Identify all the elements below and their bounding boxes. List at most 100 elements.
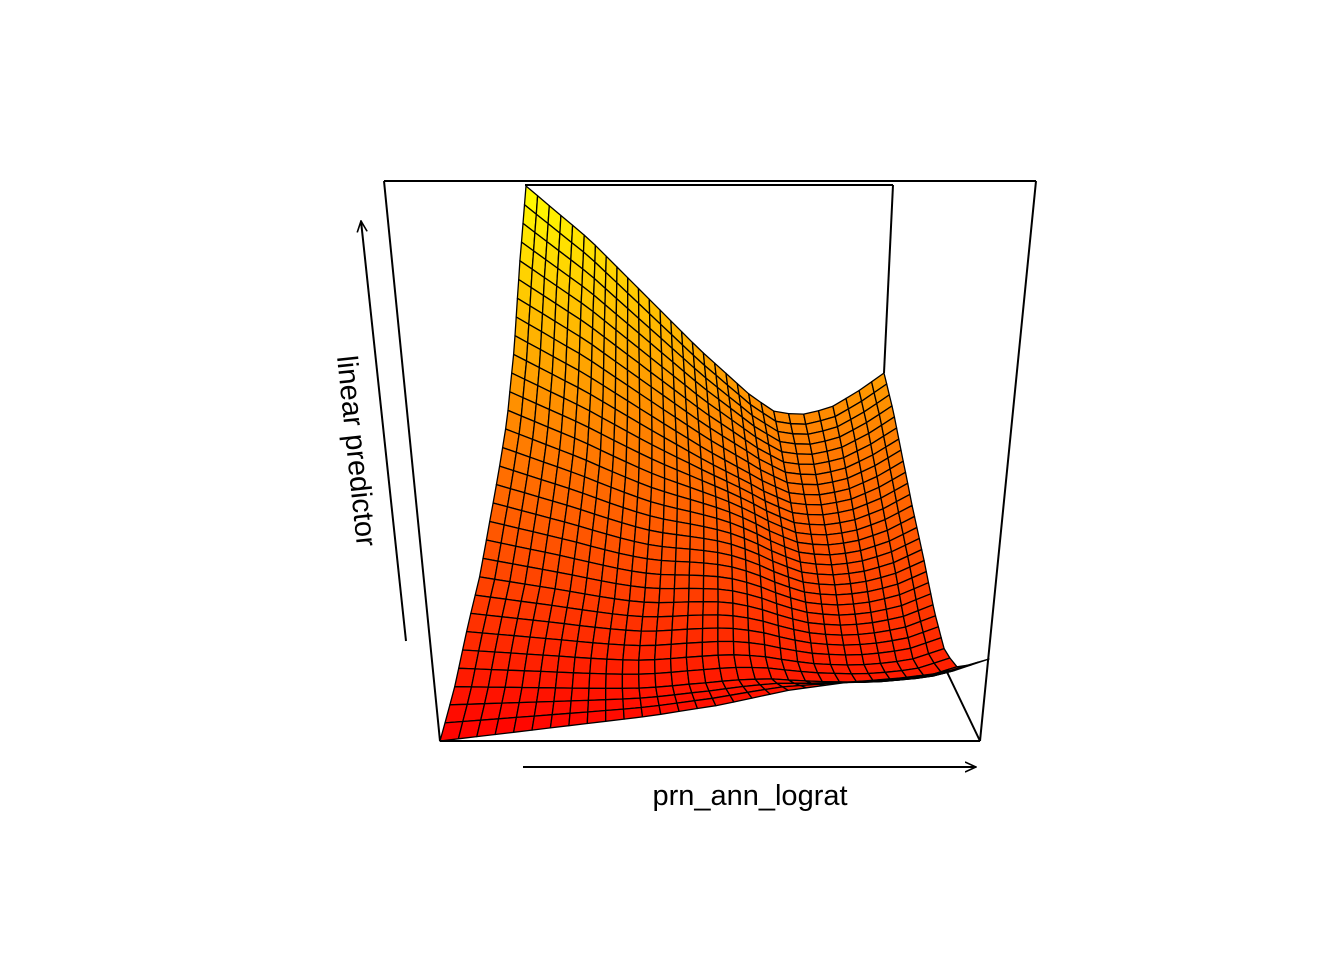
surface-facet: [685, 641, 704, 658]
surface-facet: [605, 673, 624, 690]
surface-facet: [836, 603, 856, 616]
surface-facet: [717, 588, 734, 604]
surface-facet: [586, 709, 607, 725]
surface-facet: [824, 633, 845, 646]
surface-facet: [556, 655, 576, 674]
surface-facet: [820, 603, 840, 616]
surface-facet: [605, 658, 624, 675]
surface-facet: [717, 640, 735, 656]
surface-facet: [560, 623, 581, 643]
surface-facet: [960, 658, 990, 669]
surface-facet: [568, 711, 589, 727]
surface-facet: [558, 639, 578, 658]
surface-facet: [828, 653, 848, 666]
surface-facet: [647, 529, 664, 548]
surface-facet: [626, 600, 645, 618]
surface-facet: [621, 687, 641, 700]
surface-facet: [803, 493, 822, 506]
box-back-edges: [384, 180, 1036, 742]
surface-facet: [571, 672, 591, 689]
surface-facet: [686, 668, 707, 685]
surface-facet: [660, 559, 677, 576]
surface-facet: [688, 574, 705, 590]
surface-facet: [675, 520, 692, 538]
surface-facet: [660, 545, 677, 563]
surface-facet: [748, 642, 767, 658]
surface-mesh: [439, 185, 990, 742]
surface-facet: [576, 624, 596, 644]
surface-facet: [615, 567, 633, 587]
surface-facet: [687, 601, 705, 617]
box-front-edges: [383, 180, 1037, 742]
surface-facet: [810, 642, 830, 656]
surface-facet: [554, 671, 575, 689]
surface-facet: [542, 637, 563, 657]
surface-facet: [638, 672, 657, 689]
surface-facet: [798, 463, 817, 476]
surface-facet: [669, 656, 689, 673]
surface-facet: [843, 643, 863, 656]
surface-facet: [646, 543, 663, 562]
surface-facet: [639, 630, 658, 647]
surface-facet: [838, 613, 858, 626]
surface-facet: [822, 613, 842, 626]
surface-facet: [717, 601, 734, 617]
surface-facet: [538, 670, 558, 689]
surface-facet: [816, 573, 836, 586]
surface-facet: [613, 582, 632, 602]
surface-facet: [794, 443, 813, 455]
surface-facet: [807, 513, 826, 526]
surface-facet: [589, 657, 608, 675]
surface-facet: [640, 704, 662, 718]
box-edge-right-vertical: [979, 180, 1037, 742]
surface-facet: [645, 558, 663, 576]
surface-facet: [832, 572, 852, 586]
surface-facet: [638, 644, 657, 661]
surface-facet: [819, 593, 839, 606]
surface-facet: [673, 587, 690, 604]
surface-facet: [551, 700, 572, 716]
surface-facet: [839, 623, 859, 636]
x-axis-label: prn_ann_lograt: [652, 780, 847, 812]
surface-facet: [703, 549, 719, 566]
surface-facet: [808, 523, 828, 536]
surface-facet: [702, 587, 719, 603]
surface-facet: [861, 652, 882, 666]
surface-facet: [810, 533, 829, 546]
box-edge-back-right-vertical: [883, 184, 894, 374]
surface-facet: [654, 629, 673, 646]
surface-facet: [654, 671, 674, 688]
surface-facet: [654, 643, 672, 661]
surface-facet: [607, 628, 627, 646]
surface-facet: [605, 708, 625, 722]
surface-facet: [657, 601, 675, 618]
surface-facet: [671, 614, 689, 631]
surface-facet: [796, 453, 815, 466]
box-edge-left-vertical: [383, 180, 441, 742]
surface-facet: [686, 627, 704, 644]
surface-facet: [815, 563, 834, 576]
surface-facet: [599, 580, 617, 600]
surface-facet: [702, 562, 719, 578]
surface-facet: [622, 644, 641, 661]
surface-facet: [811, 652, 832, 666]
surface-facet: [512, 715, 535, 733]
surface-facet: [841, 633, 861, 646]
surface-facet: [621, 673, 640, 690]
surface-facet: [606, 643, 625, 661]
surface-facet: [594, 611, 614, 630]
surface-facet: [609, 613, 629, 631]
surface-facet: [628, 585, 646, 603]
surface-facet: [675, 534, 691, 550]
surface-facet: [655, 615, 674, 632]
surface-facet: [659, 573, 676, 590]
surface-facet: [673, 574, 690, 590]
surface-facet: [622, 706, 644, 720]
surface-facet: [717, 614, 734, 630]
surface-facet: [717, 627, 735, 643]
surface-facet: [569, 574, 588, 595]
surface-facet: [507, 652, 528, 672]
surface-facet: [717, 654, 737, 669]
surface-facet: [642, 601, 660, 618]
